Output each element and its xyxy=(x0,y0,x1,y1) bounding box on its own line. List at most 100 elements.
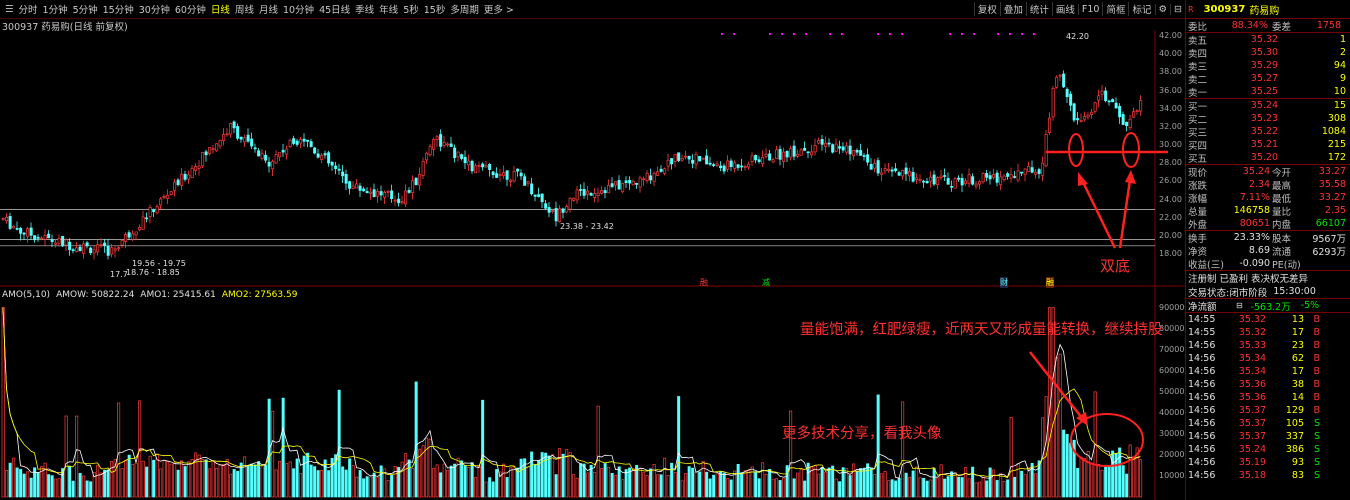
bid-price: 35.21 xyxy=(1250,139,1278,150)
range-label-1: 23.38 - 23.42 xyxy=(560,222,614,231)
volume-bar xyxy=(967,478,971,498)
volume-bar xyxy=(89,481,93,498)
tool-button[interactable]: 叠加 xyxy=(999,2,1026,16)
candle-body xyxy=(694,153,698,165)
candle-body xyxy=(722,165,726,172)
period-tab[interactable]: 45日线 xyxy=(319,5,351,16)
candle-body xyxy=(239,136,243,140)
candle-body xyxy=(971,176,975,185)
period-tab[interactable]: 5分钟 xyxy=(72,5,98,16)
candle-body xyxy=(96,244,100,253)
candle-body xyxy=(495,173,499,178)
period-tab[interactable]: 多周期 xyxy=(450,5,479,16)
period-tab[interactable]: 1分钟 xyxy=(42,5,68,16)
candle-body xyxy=(127,232,131,238)
volume-bar xyxy=(950,471,954,498)
volume-bar xyxy=(372,472,376,498)
period-tab[interactable]: 年线 xyxy=(379,5,399,16)
period-tab[interactable]: 日线 xyxy=(210,5,230,16)
volume-bar xyxy=(201,459,205,498)
event-marker[interactable]: 融 xyxy=(700,278,708,287)
price-tick-label: 30.00 xyxy=(1159,140,1182,149)
volume-tick-label: 10000 xyxy=(1159,470,1185,480)
volume-bar xyxy=(1104,464,1108,498)
candle-body xyxy=(5,216,9,222)
candle-body xyxy=(565,206,569,213)
tool-button[interactable]: ⚙ xyxy=(1154,3,1171,15)
stock-code[interactable]: 300937 xyxy=(1203,3,1246,15)
candle-body xyxy=(474,165,478,174)
volume-bar xyxy=(568,452,572,498)
volume-bar xyxy=(1044,396,1048,498)
period-tab[interactable]: 更多 > xyxy=(483,5,514,16)
volume-bar xyxy=(505,477,509,498)
candle-body xyxy=(1041,162,1045,176)
volume-bar xyxy=(1079,457,1083,498)
volume-bar xyxy=(491,481,495,498)
tool-button[interactable]: ⊟ xyxy=(1170,3,1185,15)
candle-body xyxy=(582,189,586,196)
menu-icon[interactable]: ☰ xyxy=(5,3,14,15)
candle-body xyxy=(813,145,817,153)
candle-body xyxy=(225,133,229,136)
volume-bar xyxy=(831,465,835,498)
candle-body xyxy=(715,163,719,166)
candle-body xyxy=(64,239,68,246)
indicator-amo2: AMO2: 27563.59 xyxy=(221,290,298,300)
tick-row: 14:56 35.37 105 S xyxy=(1188,418,1320,429)
period-tab[interactable]: 季线 xyxy=(355,5,375,16)
candle-body xyxy=(85,242,89,247)
tool-button[interactable]: 简框 xyxy=(1102,2,1128,16)
candle-body xyxy=(901,169,905,177)
candle-body xyxy=(334,165,338,170)
tool-button[interactable]: F10 xyxy=(1077,3,1103,15)
volume-bar xyxy=(1107,465,1111,498)
candle-body xyxy=(1139,100,1143,112)
event-marker[interactable]: 财 xyxy=(1000,277,1008,288)
candle-body xyxy=(362,188,366,192)
indicator-name[interactable]: AMO(5,10) xyxy=(2,290,51,300)
signal-dot xyxy=(1033,33,1035,35)
candle-body xyxy=(817,140,821,144)
period-tab[interactable]: 周线 xyxy=(234,5,254,16)
fundamental-row: 净资 8.69 流通 6293万 xyxy=(1188,245,1346,258)
candle-body xyxy=(106,245,110,256)
event-marker[interactable]: 减 xyxy=(762,278,770,287)
period-tab[interactable]: 15秒 xyxy=(423,5,446,16)
candle-body xyxy=(281,149,285,153)
tick-list[interactable]: 14:55 35.32 13 B 14:55 35.32 17 B 14:56 35.33 23 B 1… xyxy=(1186,313,1350,482)
tool-button[interactable]: 标记 xyxy=(1128,2,1154,16)
candle-body xyxy=(152,209,156,213)
period-tab[interactable]: 分时 xyxy=(18,5,38,16)
quote-header: R 300937 药易购 xyxy=(1186,0,1350,19)
volume-bar xyxy=(103,469,107,498)
volume-bar xyxy=(71,480,75,498)
period-tab[interactable]: 10分钟 xyxy=(282,5,315,16)
price-tick-label: 20.00 xyxy=(1159,230,1182,240)
collapse-icon[interactable]: ⊟ xyxy=(1236,301,1243,310)
high-price-label: 42.20 xyxy=(1066,32,1089,41)
tool-button[interactable]: 画线 xyxy=(1051,2,1078,16)
signal-dot xyxy=(829,33,831,35)
period-tab[interactable]: 15分钟 xyxy=(102,5,134,16)
period-tab[interactable]: 5秒 xyxy=(403,5,419,16)
tool-button[interactable]: 统计 xyxy=(1025,2,1052,16)
candle-body xyxy=(456,151,460,158)
registration-flag: R xyxy=(1188,4,1194,14)
stock-name[interactable]: 药易购 xyxy=(1249,5,1280,17)
volume-bar xyxy=(463,465,467,498)
volume-bar xyxy=(68,465,72,498)
tool-button[interactable]: 复权 xyxy=(973,2,1000,16)
kline-chart[interactable] xyxy=(0,0,1185,500)
event-marker[interactable]: 融 xyxy=(1046,277,1054,288)
bid-row: 买五 35.20 172 xyxy=(1188,152,1346,165)
volume-bar xyxy=(1083,458,1087,498)
candle-body xyxy=(435,136,439,140)
period-tab[interactable]: 60分钟 xyxy=(174,5,206,16)
period-tab[interactable]: 30分钟 xyxy=(138,5,170,16)
candle-body xyxy=(740,165,744,168)
candle-body xyxy=(519,172,523,177)
candle-body xyxy=(719,165,723,169)
candle-body xyxy=(1030,167,1034,173)
period-tab[interactable]: 月线 xyxy=(258,5,278,16)
